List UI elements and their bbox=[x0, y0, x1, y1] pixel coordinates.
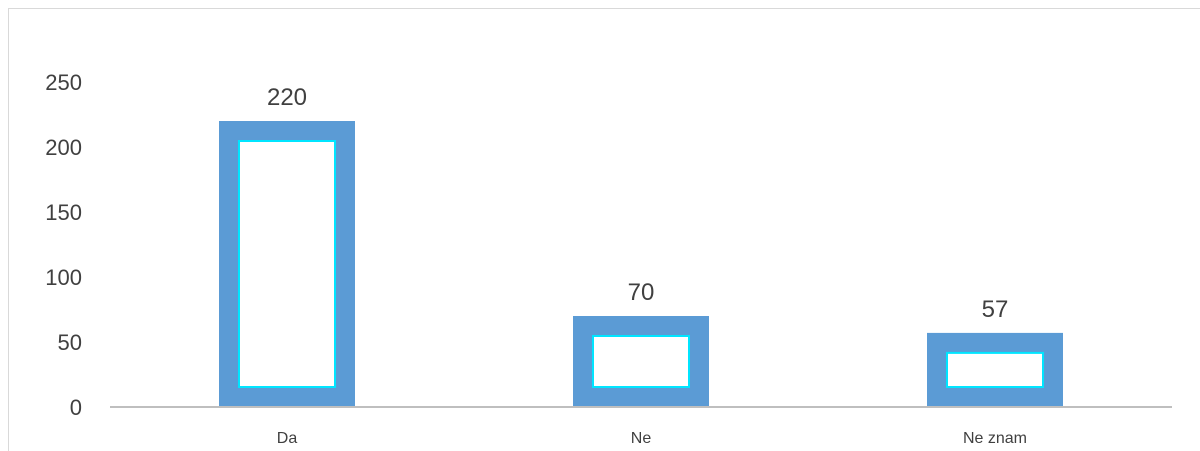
bar bbox=[219, 121, 355, 407]
y-tick-label: 150 bbox=[45, 200, 82, 225]
x-axis-labels: Da Ne Ne znam bbox=[277, 430, 1027, 447]
y-tick-label: 100 bbox=[45, 265, 82, 290]
y-tick-label: 250 bbox=[45, 70, 82, 95]
data-labels: 220 70 57 bbox=[267, 84, 1008, 323]
y-axis-ticks: 0 50 100 150 200 250 bbox=[45, 70, 82, 420]
bar-inner bbox=[592, 335, 690, 388]
bars bbox=[219, 121, 1063, 407]
data-label: 70 bbox=[628, 279, 655, 306]
x-tick-label: Ne bbox=[631, 430, 652, 447]
bar bbox=[573, 316, 709, 407]
data-label: 220 bbox=[267, 84, 307, 111]
bar-inner bbox=[946, 351, 1044, 388]
chart-frame bbox=[8, 8, 1200, 451]
bar-inner bbox=[238, 140, 336, 388]
y-tick-label: 0 bbox=[70, 395, 82, 420]
y-tick-label: 50 bbox=[58, 330, 82, 355]
data-label: 57 bbox=[982, 296, 1009, 323]
x-tick-label: Da bbox=[277, 430, 298, 447]
bar bbox=[927, 332, 1063, 407]
x-tick-label: Ne znam bbox=[963, 430, 1027, 447]
y-tick-label: 200 bbox=[45, 135, 82, 160]
